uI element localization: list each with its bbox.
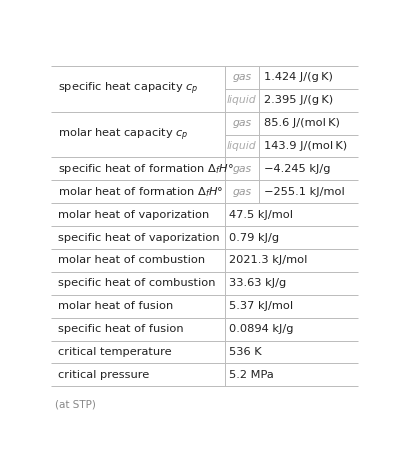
Text: 5.2 MPa: 5.2 MPa bbox=[229, 370, 274, 380]
Text: 0.79 kJ/g: 0.79 kJ/g bbox=[229, 233, 279, 243]
Text: 2.395 J/(g K): 2.395 J/(g K) bbox=[264, 95, 333, 105]
Text: 2021.3 kJ/mol: 2021.3 kJ/mol bbox=[229, 255, 308, 265]
Text: molar heat capacity $c_p$: molar heat capacity $c_p$ bbox=[57, 126, 188, 143]
Text: critical pressure: critical pressure bbox=[57, 370, 149, 380]
Text: molar heat of combustion: molar heat of combustion bbox=[57, 255, 205, 265]
Text: liquid: liquid bbox=[227, 141, 257, 151]
Text: 1.424 J/(g K): 1.424 J/(g K) bbox=[264, 72, 333, 82]
Text: 5.37 kJ/mol: 5.37 kJ/mol bbox=[229, 301, 293, 311]
Text: critical temperature: critical temperature bbox=[57, 347, 171, 357]
Text: (at STP): (at STP) bbox=[55, 400, 95, 410]
Text: molar heat of formation $\Delta_f H°$: molar heat of formation $\Delta_f H°$ bbox=[57, 185, 223, 199]
Text: −255.1 kJ/mol: −255.1 kJ/mol bbox=[264, 187, 345, 197]
Text: specific heat capacity $c_p$: specific heat capacity $c_p$ bbox=[57, 80, 198, 97]
Text: gas: gas bbox=[232, 187, 251, 197]
Text: 33.63 kJ/g: 33.63 kJ/g bbox=[229, 278, 286, 289]
Text: 143.9 J/(mol K): 143.9 J/(mol K) bbox=[264, 141, 347, 151]
Text: 47.5 kJ/mol: 47.5 kJ/mol bbox=[229, 210, 293, 219]
Text: gas: gas bbox=[232, 164, 251, 174]
Text: liquid: liquid bbox=[227, 95, 257, 105]
Text: molar heat of fusion: molar heat of fusion bbox=[57, 301, 173, 311]
Text: 85.6 J/(mol K): 85.6 J/(mol K) bbox=[264, 118, 340, 128]
Text: 0.0894 kJ/g: 0.0894 kJ/g bbox=[229, 324, 294, 334]
Text: gas: gas bbox=[232, 118, 251, 128]
Text: specific heat of vaporization: specific heat of vaporization bbox=[57, 233, 219, 243]
Text: −4.245 kJ/g: −4.245 kJ/g bbox=[264, 164, 330, 174]
Text: specific heat of combustion: specific heat of combustion bbox=[57, 278, 215, 289]
Text: gas: gas bbox=[232, 72, 251, 82]
Text: 536 K: 536 K bbox=[229, 347, 262, 357]
Text: specific heat of fusion: specific heat of fusion bbox=[57, 324, 183, 334]
Text: molar heat of vaporization: molar heat of vaporization bbox=[57, 210, 209, 219]
Text: specific heat of formation $\Delta_f H°$: specific heat of formation $\Delta_f H°$ bbox=[57, 162, 233, 176]
